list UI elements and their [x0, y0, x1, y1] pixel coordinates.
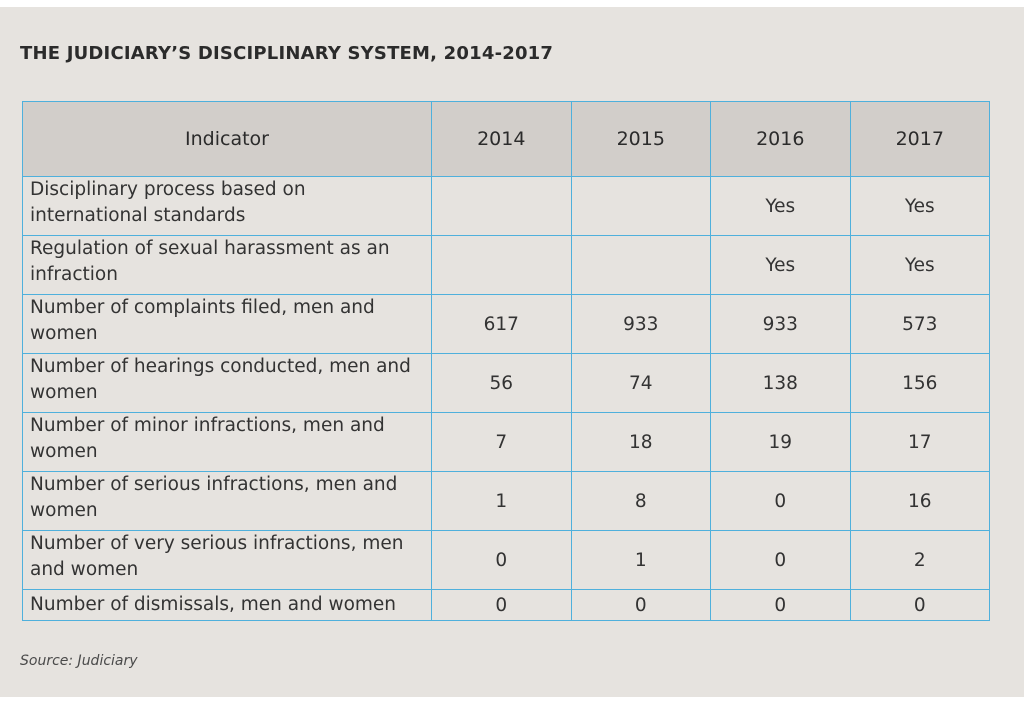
- value-cell-2017: 2: [849, 530, 990, 590]
- header-row: Indicator 2014 2015 2016 2017: [22, 101, 990, 177]
- value-cell-2014: 1: [431, 471, 572, 531]
- indicator-cell: Number of dismissals, men and women: [22, 589, 432, 621]
- column-header-2017: 2017: [849, 101, 990, 177]
- indicator-cell: Number of minor infractions, men and wom…: [22, 412, 432, 472]
- column-header-2016: 2016: [710, 101, 851, 177]
- indicator-cell: Number of serious infractions, men and w…: [22, 471, 432, 531]
- disciplinary-table: Indicator 2014 2015 2016 2017 Disciplina…: [22, 101, 990, 621]
- source-note: Source: Judiciary: [20, 653, 138, 669]
- table-row: Number of very serious infractions, men …: [22, 530, 990, 590]
- value-cell-2016: 0: [710, 589, 851, 621]
- value-cell-2014: [431, 176, 572, 236]
- value-cell-2017: 17: [849, 412, 990, 472]
- table-title: THE JUDICIARY’S DISCIPLINARY SYSTEM, 201…: [20, 43, 554, 64]
- column-header-indicator: Indicator: [22, 101, 432, 177]
- value-cell-2014: [431, 235, 572, 295]
- value-cell-2017: 156: [849, 353, 990, 413]
- value-cell-2015: 8: [570, 471, 711, 531]
- value-cell-2014: 56: [431, 353, 572, 413]
- indicator-cell: Regulation of sexual harassment as an in…: [22, 235, 432, 295]
- value-cell-2016: 19: [710, 412, 851, 472]
- indicator-cell: Number of complaints filed, men and wome…: [22, 294, 432, 354]
- table-row: Number of hearings conducted, men and wo…: [22, 353, 990, 413]
- value-cell-2017: 573: [849, 294, 990, 354]
- value-cell-2016: 933: [710, 294, 851, 354]
- table-row: Number of dismissals, men and women 0 0 …: [22, 589, 990, 621]
- value-cell-2015: 1: [570, 530, 711, 590]
- table-row: Number of complaints filed, men and wome…: [22, 294, 990, 354]
- value-cell-2016: 138: [710, 353, 851, 413]
- value-cell-2015: 933: [570, 294, 711, 354]
- value-cell-2014: 617: [431, 294, 572, 354]
- column-header-2015: 2015: [570, 101, 711, 177]
- table-row: Disciplinary process based on internatio…: [22, 176, 990, 236]
- value-cell-2015: 18: [570, 412, 711, 472]
- value-cell-2016: Yes: [710, 176, 851, 236]
- value-cell-2017: 16: [849, 471, 990, 531]
- value-cell-2015: 74: [570, 353, 711, 413]
- value-cell-2015: [570, 235, 711, 295]
- value-cell-2017: Yes: [849, 235, 990, 295]
- value-cell-2015: [570, 176, 711, 236]
- value-cell-2017: Yes: [849, 176, 990, 236]
- value-cell-2014: 0: [431, 589, 572, 621]
- value-cell-2014: 0: [431, 530, 572, 590]
- value-cell-2016: Yes: [710, 235, 851, 295]
- value-cell-2014: 7: [431, 412, 572, 472]
- value-cell-2015: 0: [570, 589, 711, 621]
- indicator-cell: Number of very serious infractions, men …: [22, 530, 432, 590]
- table-row: Regulation of sexual harassment as an in…: [22, 235, 990, 295]
- value-cell-2016: 0: [710, 471, 851, 531]
- indicator-cell: Number of hearings conducted, men and wo…: [22, 353, 432, 413]
- table-row: Number of minor infractions, men and wom…: [22, 412, 990, 472]
- value-cell-2016: 0: [710, 530, 851, 590]
- table-row: Number of serious infractions, men and w…: [22, 471, 990, 531]
- value-cell-2017: 0: [849, 589, 990, 621]
- indicator-cell: Disciplinary process based on internatio…: [22, 176, 432, 236]
- document-panel: THE JUDICIARY’S DISCIPLINARY SYSTEM, 201…: [0, 7, 1024, 697]
- column-header-2014: 2014: [431, 101, 572, 177]
